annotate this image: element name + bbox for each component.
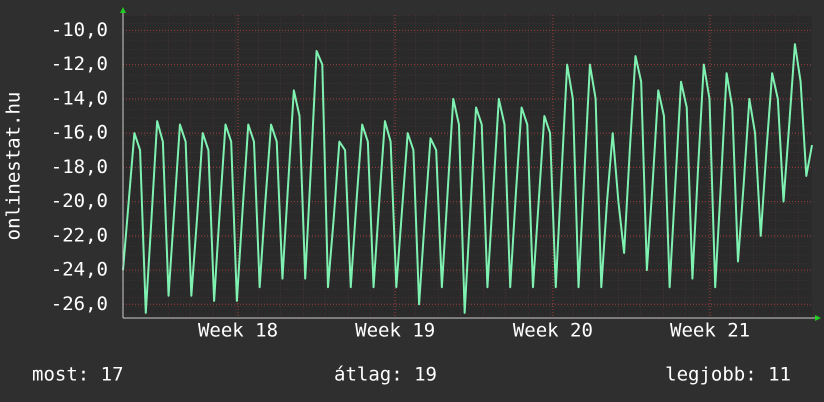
y-tick-label: -20,0: [51, 190, 108, 212]
x-tick-label: Week 21: [670, 320, 750, 342]
x-tick-label: Week 20: [513, 320, 593, 342]
chart-layer: -10,0 -12,0 -14,0 -16,0 -18,0 -20,0 -22,0 -24,0…: [51, 15, 813, 342]
y-tick-label: -16,0: [51, 122, 108, 144]
y-tick-label: -12,0: [51, 53, 108, 75]
footer-stat: most: 17: [32, 364, 124, 386]
x-tick-label: Week 19: [355, 320, 435, 342]
footer-stat: legjobb: 11: [665, 364, 791, 386]
footer-stat: átlag: 19: [334, 364, 437, 386]
y-tick-label: -22,0: [51, 224, 108, 246]
y-tick-label: -14,0: [51, 87, 108, 109]
y-axis-label: onlinestat.hu: [3, 92, 25, 241]
y-tick-label: -10,0: [51, 19, 108, 41]
x-arrow: [815, 315, 821, 321]
y-tick-label: -24,0: [51, 259, 108, 281]
line: [122, 43, 813, 314]
y-arrow: [120, 7, 126, 13]
y-tick-label: -26,0: [51, 293, 108, 315]
y-tick-label: -18,0: [51, 156, 108, 178]
x-tick-label: Week 18: [198, 320, 278, 342]
